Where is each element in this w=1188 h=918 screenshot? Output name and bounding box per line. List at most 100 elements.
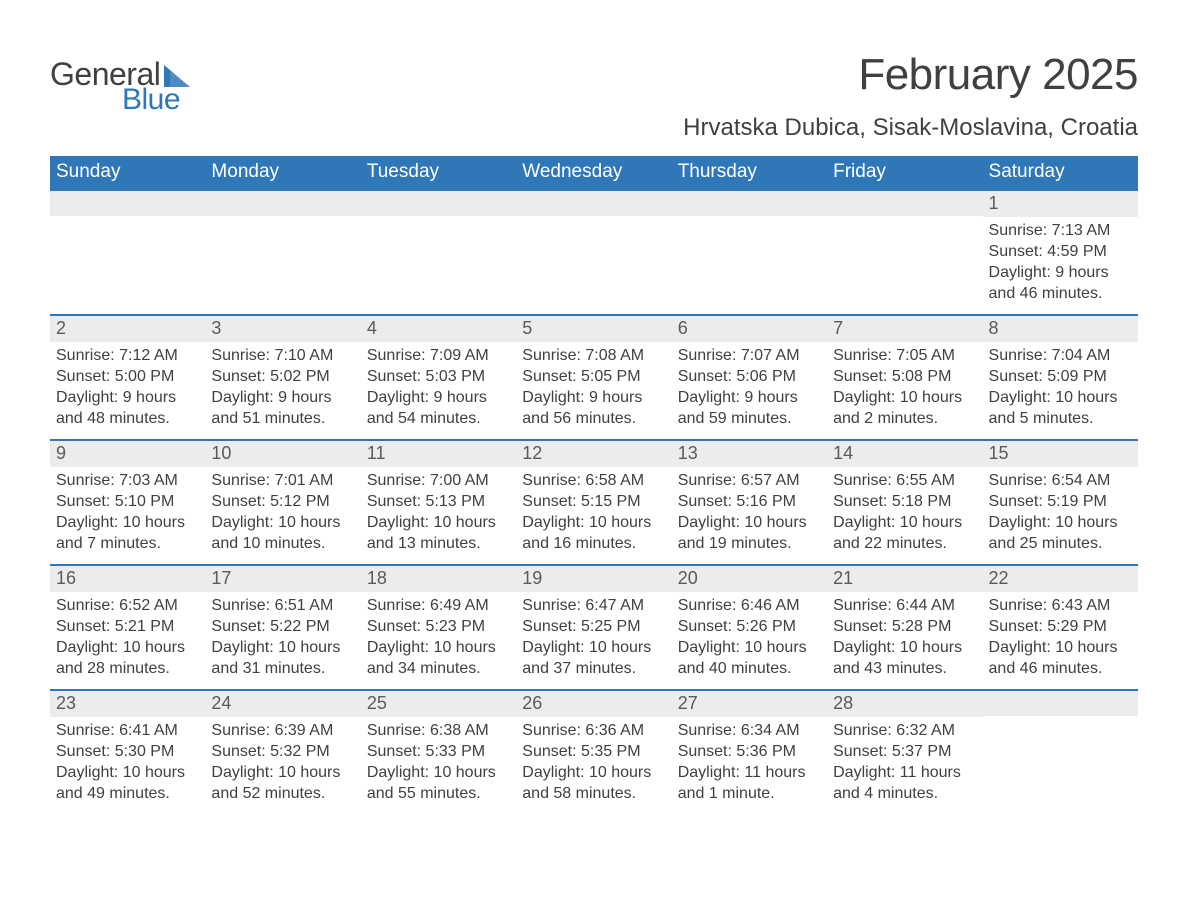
day-details: Sunrise: 7:07 AMSunset: 5:06 PMDaylight:… — [672, 342, 827, 436]
calendar-cell: 24Sunrise: 6:39 AMSunset: 5:32 PMDayligh… — [205, 691, 360, 811]
detail-sunset: Sunset: 5:32 PM — [211, 742, 354, 762]
calendar-cell: 16Sunrise: 6:52 AMSunset: 5:21 PMDayligh… — [50, 566, 205, 686]
day-details: Sunrise: 6:58 AMSunset: 5:15 PMDaylight:… — [516, 467, 671, 561]
calendar-cell: 19Sunrise: 6:47 AMSunset: 5:25 PMDayligh… — [516, 566, 671, 686]
day-number: 3 — [205, 316, 360, 342]
detail-sunset: Sunset: 5:09 PM — [989, 367, 1132, 387]
detail-sunset: Sunset: 5:26 PM — [678, 617, 821, 637]
day-details: Sunrise: 6:34 AMSunset: 5:36 PMDaylight:… — [672, 717, 827, 811]
detail-sunrise: Sunrise: 6:52 AM — [56, 596, 199, 616]
detail-sunset: Sunset: 5:21 PM — [56, 617, 199, 637]
day-header-label: Sunday — [50, 156, 205, 189]
detail-daylight1: Daylight: 10 hours — [989, 638, 1132, 658]
detail-daylight2: and 10 minutes. — [211, 534, 354, 554]
detail-daylight1: Daylight: 11 hours — [833, 763, 976, 783]
day-details: Sunrise: 7:04 AMSunset: 5:09 PMDaylight:… — [983, 342, 1138, 436]
day-details: Sunrise: 7:12 AMSunset: 5:00 PMDaylight:… — [50, 342, 205, 436]
day-number: 5 — [516, 316, 671, 342]
detail-daylight2: and 34 minutes. — [367, 659, 510, 679]
day-details: Sunrise: 6:46 AMSunset: 5:26 PMDaylight:… — [672, 592, 827, 686]
detail-daylight2: and 54 minutes. — [367, 409, 510, 429]
day-number: 12 — [516, 441, 671, 467]
calendar-cell: 5Sunrise: 7:08 AMSunset: 5:05 PMDaylight… — [516, 316, 671, 436]
detail-sunset: Sunset: 5:22 PM — [211, 617, 354, 637]
day-details: Sunrise: 7:08 AMSunset: 5:05 PMDaylight:… — [516, 342, 671, 436]
calendar-cell — [983, 691, 1138, 811]
day-number: 13 — [672, 441, 827, 467]
detail-daylight1: Daylight: 10 hours — [367, 513, 510, 533]
detail-daylight1: Daylight: 10 hours — [367, 638, 510, 658]
detail-daylight1: Daylight: 10 hours — [56, 513, 199, 533]
day-details: Sunrise: 6:36 AMSunset: 5:35 PMDaylight:… — [516, 717, 671, 811]
detail-daylight2: and 31 minutes. — [211, 659, 354, 679]
detail-daylight1: Daylight: 10 hours — [56, 763, 199, 783]
detail-sunrise: Sunrise: 6:46 AM — [678, 596, 821, 616]
day-number: 7 — [827, 316, 982, 342]
day-number: 17 — [205, 566, 360, 592]
detail-sunrise: Sunrise: 6:32 AM — [833, 721, 976, 741]
detail-daylight1: Daylight: 10 hours — [833, 638, 976, 658]
detail-daylight1: Daylight: 9 hours — [367, 388, 510, 408]
calendar-cell — [516, 191, 671, 311]
calendar-cell: 23Sunrise: 6:41 AMSunset: 5:30 PMDayligh… — [50, 691, 205, 811]
detail-sunset: Sunset: 5:28 PM — [833, 617, 976, 637]
detail-daylight2: and 52 minutes. — [211, 784, 354, 804]
detail-daylight2: and 55 minutes. — [367, 784, 510, 804]
detail-daylight2: and 46 minutes. — [989, 284, 1132, 304]
detail-sunrise: Sunrise: 6:39 AM — [211, 721, 354, 741]
detail-daylight2: and 25 minutes. — [989, 534, 1132, 554]
calendar-cell: 20Sunrise: 6:46 AMSunset: 5:26 PMDayligh… — [672, 566, 827, 686]
detail-daylight2: and 22 minutes. — [833, 534, 976, 554]
day-details: Sunrise: 6:49 AMSunset: 5:23 PMDaylight:… — [361, 592, 516, 686]
detail-daylight1: Daylight: 10 hours — [367, 763, 510, 783]
calendar-cell: 7Sunrise: 7:05 AMSunset: 5:08 PMDaylight… — [827, 316, 982, 436]
day-number: 27 — [672, 691, 827, 717]
calendar-cell — [672, 191, 827, 311]
detail-daylight2: and 59 minutes. — [678, 409, 821, 429]
calendar-cell: 10Sunrise: 7:01 AMSunset: 5:12 PMDayligh… — [205, 441, 360, 561]
detail-daylight2: and 2 minutes. — [833, 409, 976, 429]
calendar-cell — [827, 191, 982, 311]
detail-sunrise: Sunrise: 6:36 AM — [522, 721, 665, 741]
detail-sunrise: Sunrise: 6:51 AM — [211, 596, 354, 616]
day-details: Sunrise: 6:54 AMSunset: 5:19 PMDaylight:… — [983, 467, 1138, 561]
detail-sunset: Sunset: 5:29 PM — [989, 617, 1132, 637]
day-header-label: Friday — [827, 156, 982, 189]
detail-sunset: Sunset: 5:03 PM — [367, 367, 510, 387]
detail-sunrise: Sunrise: 6:41 AM — [56, 721, 199, 741]
detail-daylight2: and 48 minutes. — [56, 409, 199, 429]
calendar-cell: 14Sunrise: 6:55 AMSunset: 5:18 PMDayligh… — [827, 441, 982, 561]
calendar-cell: 13Sunrise: 6:57 AMSunset: 5:16 PMDayligh… — [672, 441, 827, 561]
day-details: Sunrise: 6:43 AMSunset: 5:29 PMDaylight:… — [983, 592, 1138, 686]
day-number: 6 — [672, 316, 827, 342]
day-number — [672, 191, 827, 216]
detail-sunset: Sunset: 5:33 PM — [367, 742, 510, 762]
day-number — [361, 191, 516, 216]
calendar-cell: 11Sunrise: 7:00 AMSunset: 5:13 PMDayligh… — [361, 441, 516, 561]
detail-daylight1: Daylight: 10 hours — [833, 513, 976, 533]
day-number: 19 — [516, 566, 671, 592]
detail-daylight2: and 46 minutes. — [989, 659, 1132, 679]
detail-daylight2: and 58 minutes. — [522, 784, 665, 804]
day-number: 23 — [50, 691, 205, 717]
detail-sunrise: Sunrise: 7:09 AM — [367, 346, 510, 366]
calendar-cell — [50, 191, 205, 311]
detail-daylight2: and 56 minutes. — [522, 409, 665, 429]
detail-sunrise: Sunrise: 7:07 AM — [678, 346, 821, 366]
detail-sunset: Sunset: 5:08 PM — [833, 367, 976, 387]
day-details: Sunrise: 7:03 AMSunset: 5:10 PMDaylight:… — [50, 467, 205, 561]
detail-daylight1: Daylight: 9 hours — [56, 388, 199, 408]
day-details: Sunrise: 6:52 AMSunset: 5:21 PMDaylight:… — [50, 592, 205, 686]
brand-word-2: Blue — [122, 83, 190, 117]
day-number: 28 — [827, 691, 982, 717]
detail-sunset: Sunset: 5:10 PM — [56, 492, 199, 512]
detail-sunrise: Sunrise: 7:03 AM — [56, 471, 199, 491]
day-details: Sunrise: 6:57 AMSunset: 5:16 PMDaylight:… — [672, 467, 827, 561]
detail-daylight2: and 16 minutes. — [522, 534, 665, 554]
calendar-cell: 26Sunrise: 6:36 AMSunset: 5:35 PMDayligh… — [516, 691, 671, 811]
header: General Blue February 2025 Hrvatska Dubi… — [50, 50, 1138, 142]
calendar-week: 23Sunrise: 6:41 AMSunset: 5:30 PMDayligh… — [50, 689, 1138, 811]
day-number: 24 — [205, 691, 360, 717]
day-number: 8 — [983, 316, 1138, 342]
calendar-cell: 18Sunrise: 6:49 AMSunset: 5:23 PMDayligh… — [361, 566, 516, 686]
